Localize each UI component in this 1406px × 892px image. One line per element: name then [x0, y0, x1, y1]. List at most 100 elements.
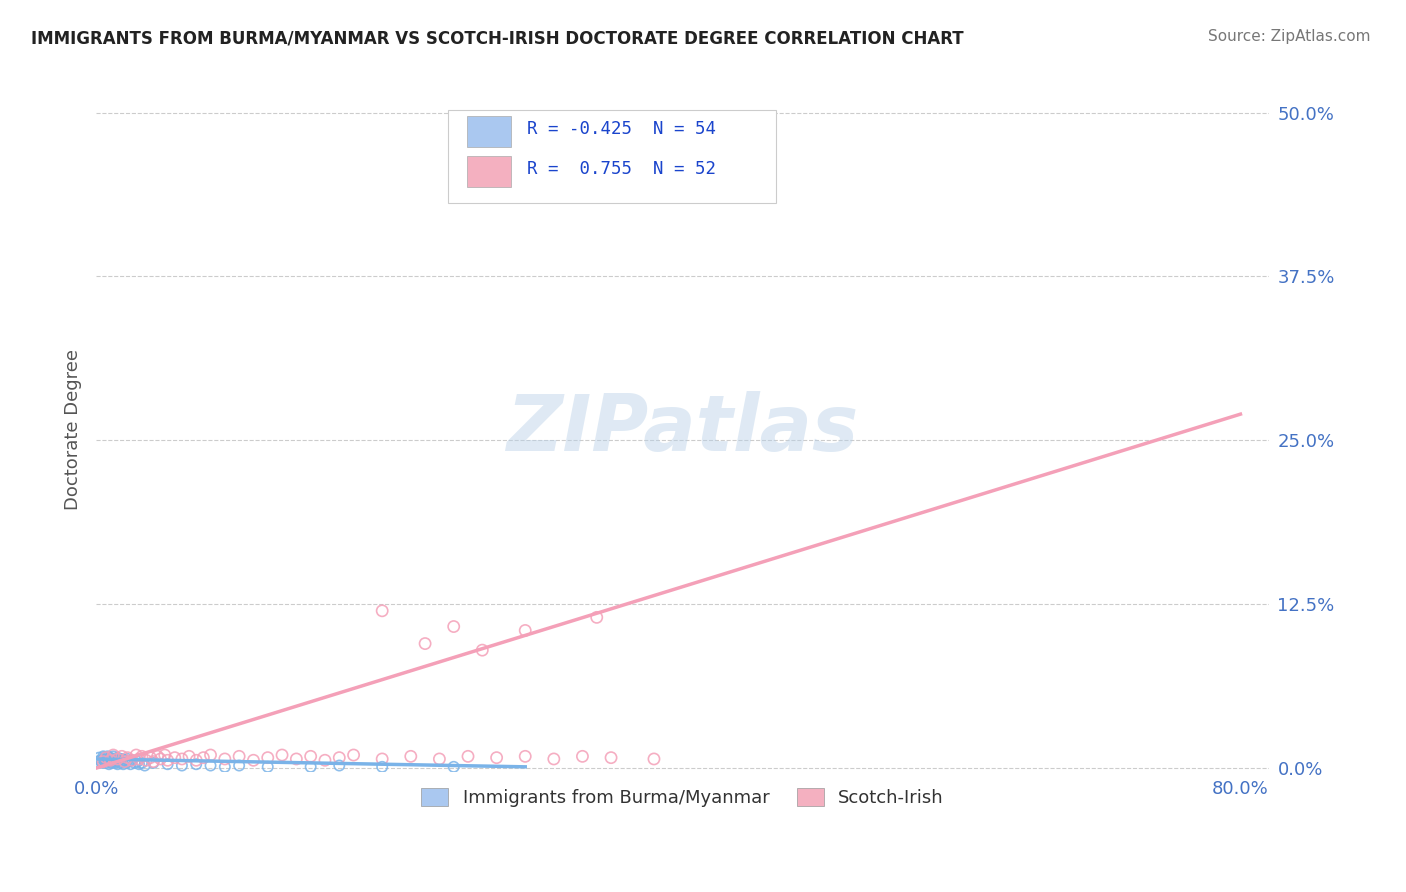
Point — [93, 750, 115, 764]
Point — [103, 747, 125, 762]
Point — [285, 752, 308, 766]
Text: Source: ZipAtlas.com: Source: ZipAtlas.com — [1208, 29, 1371, 45]
Point — [515, 624, 537, 638]
Point — [413, 637, 436, 651]
Point — [571, 749, 593, 764]
Text: R =  0.755  N = 52: R = 0.755 N = 52 — [527, 161, 716, 178]
Point — [131, 756, 153, 770]
Point — [371, 604, 394, 618]
Point — [110, 756, 132, 770]
Point — [193, 750, 215, 764]
Point — [120, 757, 142, 772]
Point — [228, 758, 250, 772]
Point — [156, 753, 179, 767]
Point — [87, 750, 110, 764]
Point — [91, 749, 114, 764]
Point — [100, 753, 122, 767]
Point — [107, 752, 129, 766]
Point — [104, 756, 127, 770]
Point — [91, 752, 114, 766]
Point — [112, 757, 135, 772]
Point — [103, 755, 125, 769]
Point — [127, 755, 149, 769]
Point — [124, 756, 146, 770]
Bar — [467, 156, 512, 187]
Point — [200, 747, 222, 762]
Point — [96, 749, 118, 764]
Point — [104, 753, 127, 767]
Point — [107, 750, 129, 764]
Point — [121, 753, 143, 767]
Point — [200, 758, 222, 772]
Point — [98, 757, 121, 772]
Point — [121, 753, 143, 767]
Point — [101, 752, 124, 766]
Point — [643, 752, 665, 766]
Point — [114, 755, 136, 769]
Point — [107, 757, 129, 772]
Point — [93, 755, 115, 769]
Point — [125, 747, 148, 762]
Point — [443, 619, 465, 633]
Point — [156, 757, 179, 772]
Point — [91, 755, 114, 769]
Point — [163, 750, 186, 764]
Point — [515, 749, 537, 764]
Point — [111, 752, 134, 766]
Point — [429, 752, 451, 766]
Y-axis label: Doctorate Degree: Doctorate Degree — [65, 349, 82, 509]
Point — [96, 752, 118, 766]
Point — [98, 755, 121, 769]
Point — [90, 756, 112, 770]
Point — [271, 747, 294, 762]
Point — [94, 750, 117, 764]
Point — [342, 747, 364, 762]
Point — [585, 610, 607, 624]
Point — [371, 752, 394, 766]
Point — [170, 752, 193, 766]
Point — [131, 749, 153, 764]
Text: IMMIGRANTS FROM BURMA/MYANMAR VS SCOTCH-IRISH DOCTORATE DEGREE CORRELATION CHART: IMMIGRANTS FROM BURMA/MYANMAR VS SCOTCH-… — [31, 29, 963, 47]
Point — [149, 752, 172, 766]
Point — [299, 749, 322, 764]
Point — [105, 755, 128, 769]
Point — [103, 749, 125, 764]
Text: ZIPatlas: ZIPatlas — [506, 392, 859, 467]
Point — [543, 752, 565, 766]
Point — [94, 756, 117, 770]
Point — [443, 760, 465, 774]
Point — [89, 753, 111, 767]
Point — [111, 755, 134, 769]
Point — [142, 756, 165, 770]
Point — [115, 756, 138, 770]
Point — [101, 756, 124, 770]
Point — [485, 750, 508, 764]
Point — [256, 760, 278, 774]
Point — [328, 750, 350, 764]
Legend: Immigrants from Burma/Myanmar, Scotch-Irish: Immigrants from Burma/Myanmar, Scotch-Ir… — [415, 780, 950, 814]
Point — [242, 753, 264, 767]
Point — [214, 752, 236, 766]
Point — [128, 757, 150, 772]
Text: R = -0.425  N = 54: R = -0.425 N = 54 — [527, 120, 716, 138]
Point — [328, 758, 350, 772]
Point — [177, 749, 200, 764]
Point — [299, 760, 322, 774]
Point — [214, 760, 236, 774]
Point — [94, 753, 117, 767]
Point — [142, 755, 165, 769]
FancyBboxPatch shape — [449, 111, 776, 203]
Point — [170, 758, 193, 772]
Point — [314, 753, 336, 767]
Point — [146, 749, 169, 764]
Point — [128, 752, 150, 766]
Point — [153, 747, 176, 762]
Point — [600, 750, 623, 764]
Point — [139, 750, 162, 764]
Point — [100, 750, 122, 764]
Point — [118, 755, 141, 769]
Point — [134, 758, 156, 772]
Point — [228, 749, 250, 764]
Point — [114, 753, 136, 767]
Point — [111, 749, 134, 764]
